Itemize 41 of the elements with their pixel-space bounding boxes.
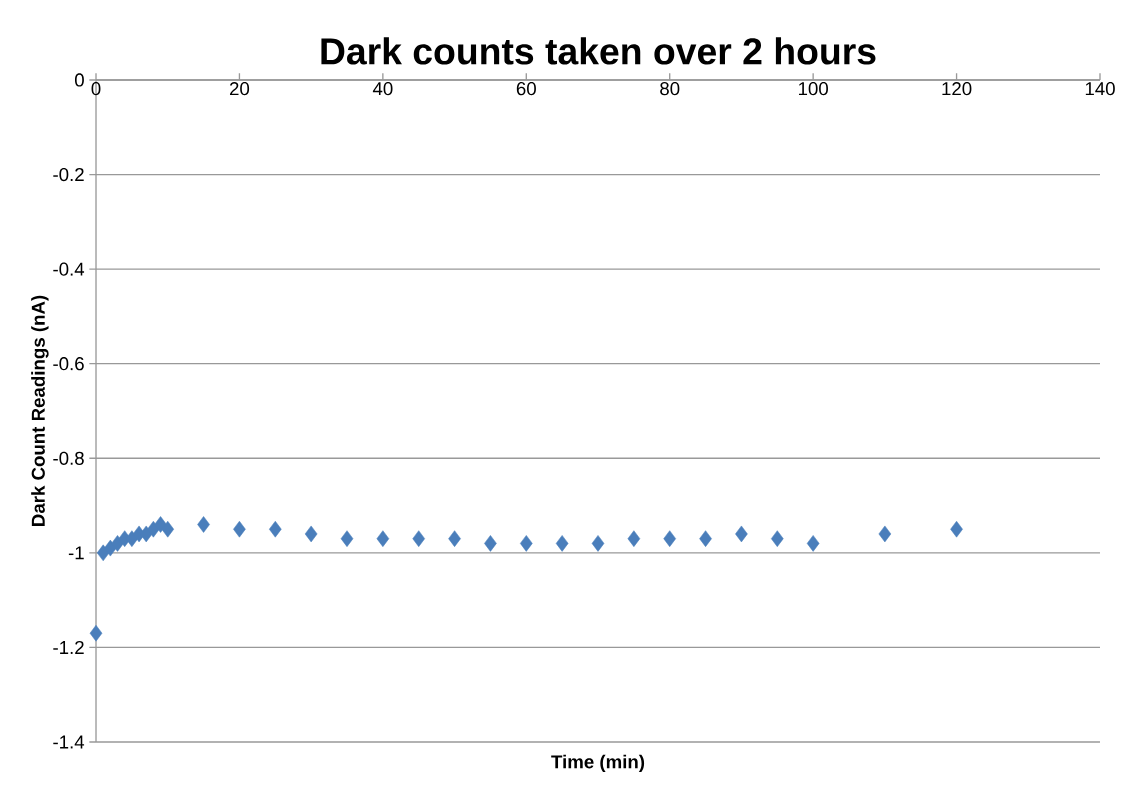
y-tick-label: -0.6 [53,357,84,371]
point [520,535,533,552]
point [555,535,569,552]
point [233,520,246,538]
y-tick-label: -1.4 [53,735,85,749]
x-axis-title: Time (min) [551,754,645,773]
x-tick-label: 80 [660,82,680,96]
x-tick-label: 40 [372,82,393,96]
point [806,535,820,552]
point [161,520,174,538]
point [950,520,963,538]
point [878,525,892,543]
point [627,530,641,547]
y-tick-label: -0.2 [53,167,84,182]
point [591,535,605,552]
x-tick-label: 0 [91,82,101,96]
x-tick-label: 100 [799,82,828,96]
point [699,530,712,547]
y-tick-label: -1 [68,546,84,560]
point [771,530,784,547]
point [484,535,497,552]
point [735,525,748,543]
x-tick-label: 120 [942,82,972,96]
x-tick-label: 60 [516,82,536,96]
point [448,530,461,547]
chart-title: Dark counts taken over 2 hours [321,37,876,65]
point [89,624,103,642]
point [412,530,425,547]
point [376,530,390,547]
point [269,520,282,538]
x-tick-label: 20 [229,82,250,96]
point [197,516,210,533]
y-tick-label: -1.2 [53,640,84,654]
y-axis-title: Dark Count Readings (nA) [31,295,49,526]
y-tick-label: -0.8 [53,451,84,465]
y-tick-label: -0.4 [53,262,85,276]
x-tick-label: 140 [1085,82,1115,96]
y-tick-label: 0 [74,73,84,87]
point [663,530,676,547]
point [304,525,318,543]
point [340,530,354,547]
